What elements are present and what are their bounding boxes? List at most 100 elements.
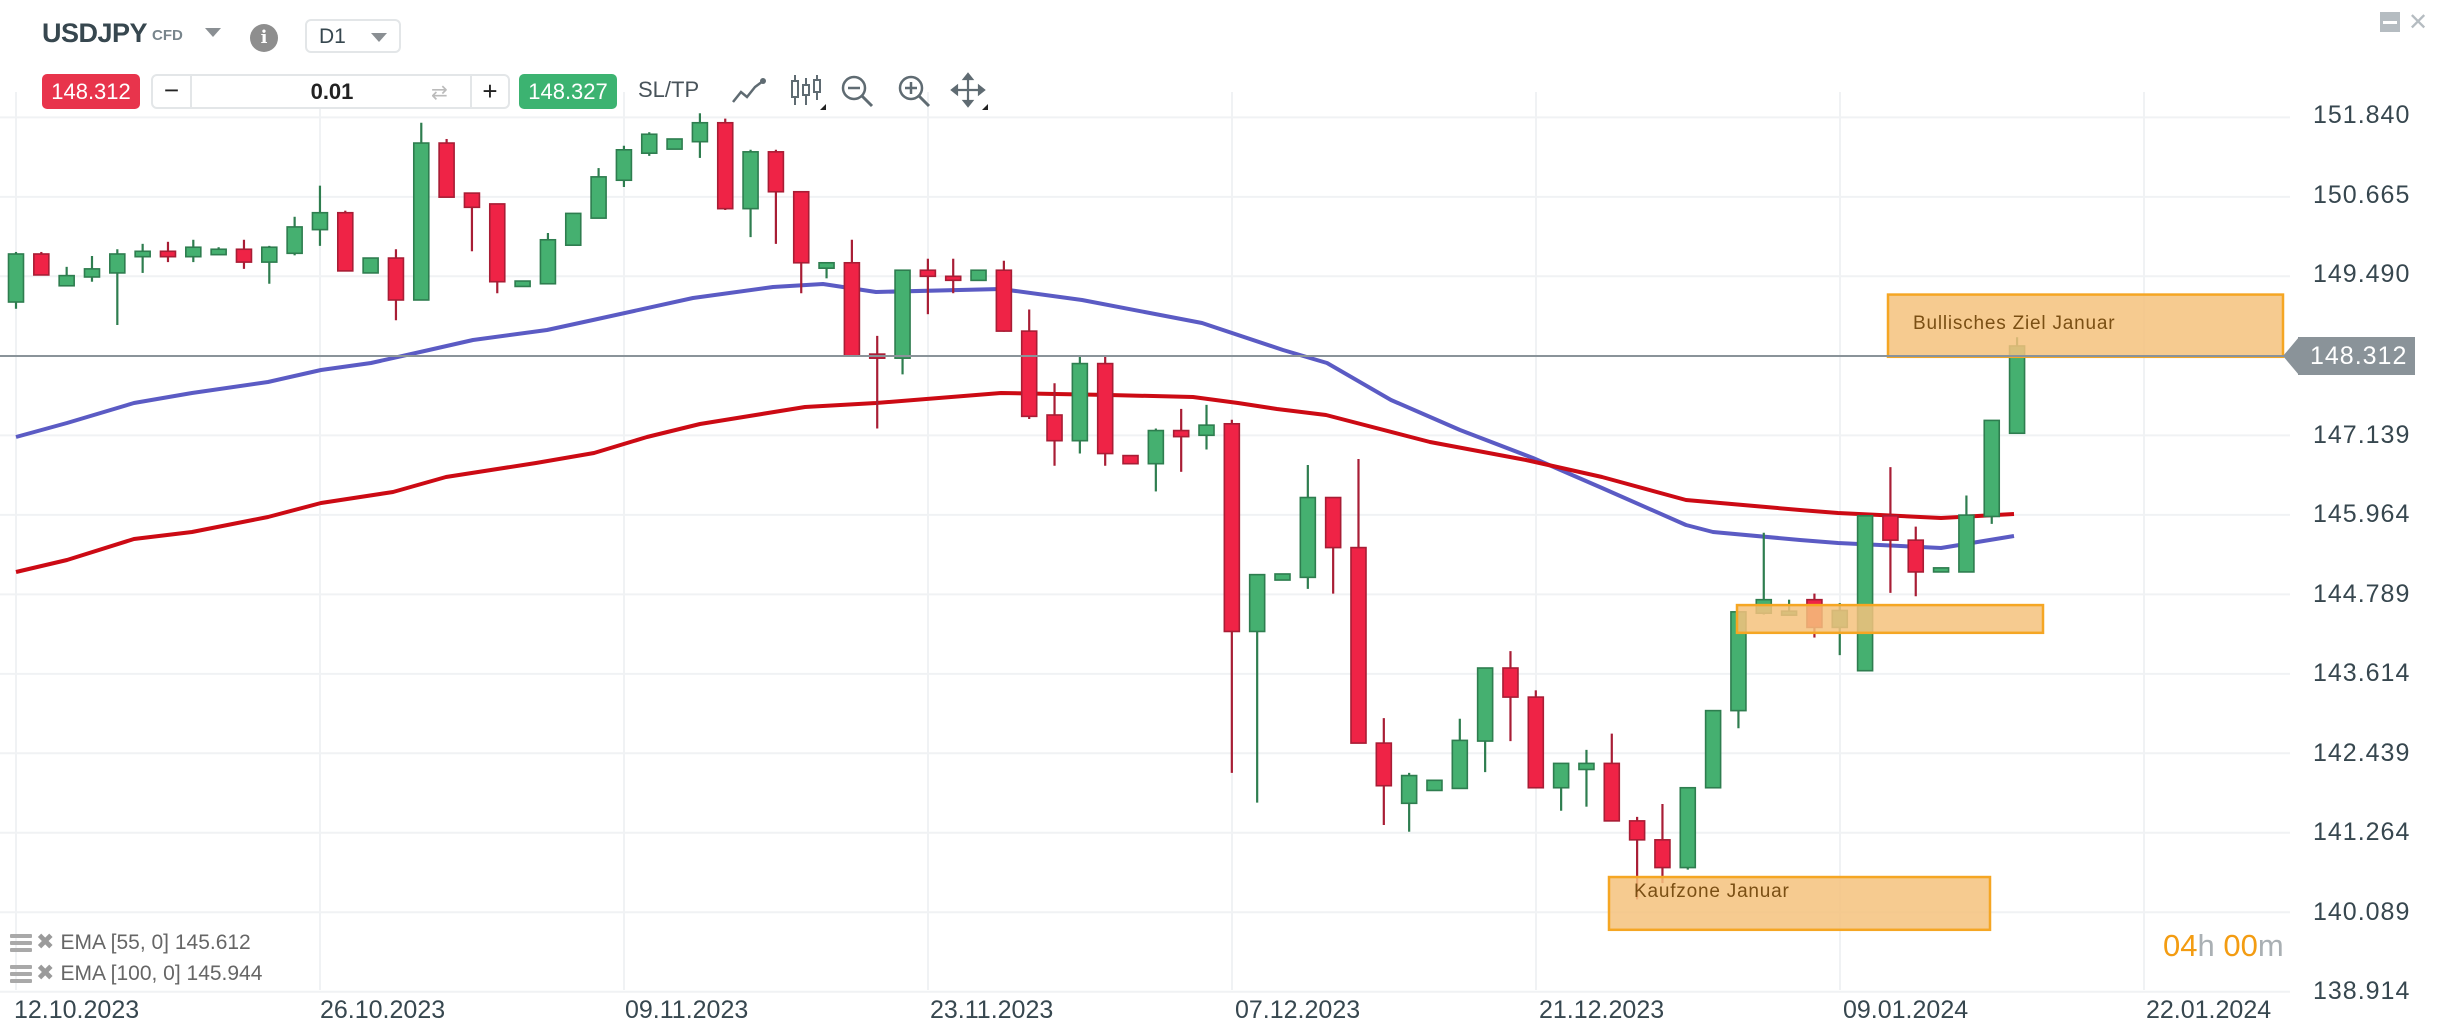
timeframe-select[interactable]: D1 [305,19,401,53]
candle[interactable] [1426,779,1443,792]
annotation-zone[interactable] [1735,603,2045,635]
remove-indicator-icon[interactable]: ✖ [36,960,55,985]
candle[interactable] [185,239,202,263]
symbol-name[interactable]: USDJPY [42,18,148,48]
candle[interactable] [488,203,506,294]
candle[interactable] [919,258,937,315]
candle[interactable] [894,269,911,375]
candle[interactable] [387,249,405,321]
candle[interactable] [134,243,151,273]
sltp-button[interactable]: SL/TP [638,77,700,102]
increase-quantity-button[interactable]: + [470,76,508,107]
decrease-quantity-button[interactable]: − [153,76,192,107]
candle[interactable] [286,216,303,256]
candle[interactable] [995,260,1013,332]
candle[interactable] [1400,772,1418,832]
candle[interactable] [1451,718,1469,790]
indicator-settings-icon[interactable] [10,933,32,953]
symbol-dropdown-chevron-icon[interactable] [205,28,221,37]
candle[interactable] [7,251,25,309]
candle[interactable] [818,261,835,279]
candle[interactable] [1046,383,1063,466]
candle[interactable] [1324,496,1342,594]
candle[interactable] [336,210,354,272]
candle[interactable] [1958,495,1975,573]
candle[interactable] [235,239,253,269]
candle[interactable] [792,190,810,294]
candle[interactable] [1122,454,1139,465]
candle[interactable] [1983,419,2001,524]
candle[interactable] [210,247,227,256]
candle[interactable] [1856,514,1874,672]
candle[interactable] [1527,690,1545,789]
sell-price-button[interactable]: 148.312 [42,74,140,109]
candle[interactable] [944,258,962,294]
legend-item-ema100[interactable]: ✖ EMA [100, 0] 145.944 [10,960,262,986]
candle[interactable] [1552,762,1570,811]
quantity-input[interactable]: 0.01 [310,79,354,104]
annotation-zones[interactable] [1607,293,2285,932]
candle[interactable] [1476,667,1494,773]
candle[interactable] [1578,749,1595,807]
candle[interactable] [1248,573,1266,803]
annotation-zone[interactable] [1886,293,2285,359]
candle[interactable] [514,280,531,288]
candle[interactable] [615,145,633,188]
candle[interactable] [843,239,861,357]
candle[interactable] [1679,786,1697,870]
remove-indicator-icon[interactable]: ✖ [36,929,55,954]
candle[interactable] [1096,356,1114,466]
minimize-icon[interactable] [2380,12,2400,32]
candle[interactable] [640,132,658,156]
candle[interactable] [1299,465,1317,589]
candle[interactable] [1502,651,1519,742]
candle[interactable] [109,249,126,326]
zoom-in-icon[interactable] [895,72,933,110]
candle[interactable] [362,257,379,274]
candle[interactable] [159,241,177,263]
candle[interactable] [1882,467,1899,593]
candle[interactable] [868,335,886,429]
annotation-zone[interactable] [1607,875,1992,932]
line-chart-icon[interactable] [730,72,768,110]
candle[interactable] [1223,419,1241,773]
candle[interactable] [1274,573,1291,581]
candle[interactable] [590,168,607,219]
candlestick-icon[interactable] [788,72,826,110]
candle[interactable] [767,149,785,244]
candle[interactable] [1755,532,1773,615]
pan-move-icon[interactable] [950,72,988,110]
close-icon[interactable]: ✕ [2408,9,2429,36]
indicator-settings-icon[interactable] [10,964,32,984]
candle[interactable] [564,212,582,246]
buy-price-button[interactable]: 148.327 [519,74,617,109]
candle[interactable] [58,266,75,287]
candle[interactable] [311,185,329,246]
candle[interactable] [666,138,683,150]
candle[interactable] [539,233,557,285]
candle[interactable] [691,113,709,158]
candle[interactable] [463,192,481,252]
candle[interactable] [1654,803,1671,884]
candle[interactable] [1350,458,1367,744]
candle[interactable] [1147,428,1165,492]
zoom-out-icon[interactable] [838,72,876,110]
legend-item-ema55[interactable]: ✖ EMA [55, 0] 145.612 [10,929,251,955]
candle[interactable] [438,138,455,198]
candle[interactable] [1704,709,1722,789]
quantity-stepper[interactable]: − 0.01 ⇄ + [151,74,510,109]
candle[interactable] [83,256,101,282]
candle[interactable] [260,245,278,284]
candle[interactable] [33,251,50,276]
candle[interactable] [1172,408,1190,472]
candle[interactable] [970,269,987,282]
candle[interactable] [1071,356,1089,454]
candle[interactable] [716,118,734,211]
candle[interactable] [1198,404,1215,450]
candle[interactable] [1375,718,1393,825]
candle[interactable] [1603,733,1621,822]
candle[interactable] [1020,309,1038,420]
candle[interactable] [742,149,759,238]
info-icon[interactable]: i [250,24,278,52]
